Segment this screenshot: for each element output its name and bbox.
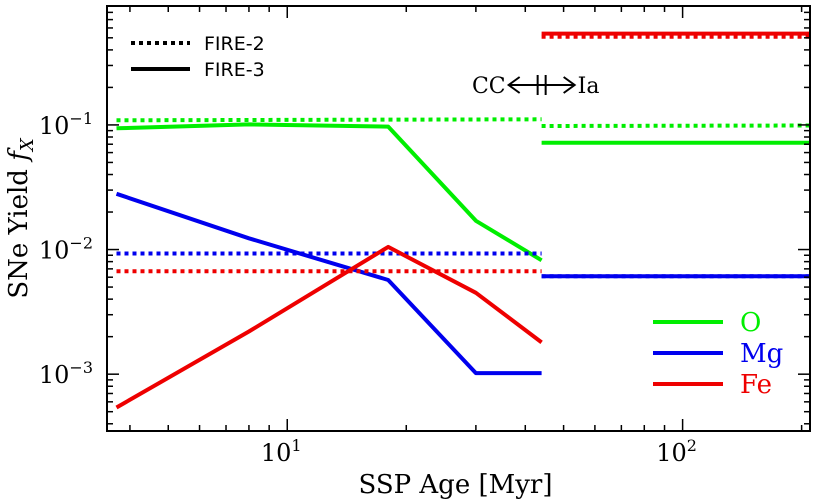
element-legend-label-fe: Fe <box>740 370 772 400</box>
annotation-cc: CC <box>472 74 506 99</box>
plot-frame <box>106 5 811 432</box>
label-layer: 101 102 10−3 10−2 10−1 SSP Age [Myr] SNe Yield… <box>4 33 783 500</box>
y-axis-label: SNe Yield fX <box>4 137 38 298</box>
element-legend-label-o: O <box>740 308 761 338</box>
y-tick-label: 10−1 <box>39 109 93 140</box>
series-o-fire-3-seg0 <box>116 122 543 263</box>
series-o-fire-2-seg1 <box>541 123 810 128</box>
annotation-arrowhead-right <box>563 76 577 94</box>
series-o-fire-2-seg0 <box>116 117 542 123</box>
style-legend-label-fire-3: FIRE-3 <box>204 59 265 81</box>
y-tick-label: 10−2 <box>39 234 93 265</box>
annotation-ia: Ia <box>578 74 600 99</box>
series-mg-fire-3-seg0 <box>115 191 542 376</box>
x-tick-label: 101 <box>261 436 302 467</box>
series-fe-fire-3-seg0 <box>115 244 543 410</box>
x-tick-label: 102 <box>656 436 697 467</box>
annotation-arrowhead-left <box>506 76 521 94</box>
style-legend-label-fire-2: FIRE-2 <box>204 33 265 55</box>
y-tick-label: 10−3 <box>39 358 93 389</box>
element-legend-label-mg: Mg <box>740 339 783 369</box>
series-layer <box>115 31 810 410</box>
x-axis-label: SSP Age [Myr] <box>358 470 552 500</box>
axes-layer <box>106 5 811 432</box>
